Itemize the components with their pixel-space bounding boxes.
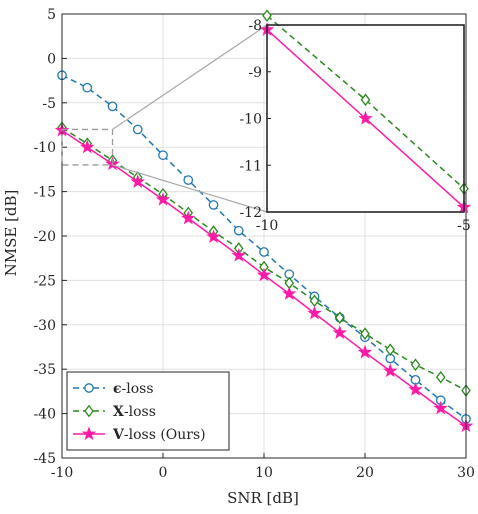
point-circle-3 <box>132 124 143 135</box>
inset-point-diamond-1 <box>360 93 371 107</box>
zoom-region <box>61 128 114 166</box>
x-tick-label: 10 <box>255 465 273 481</box>
y-tick-label: -25 <box>33 273 56 289</box>
inset-y-tick-label: -10 <box>239 112 262 128</box>
point-star-10 <box>307 305 322 320</box>
inset-point-star-1 <box>358 110 373 125</box>
point-circle-7 <box>233 225 244 236</box>
point-star-13 <box>383 363 398 378</box>
inset-y-tick-label: -9 <box>248 65 262 81</box>
point-diamond-11 <box>334 311 345 325</box>
y-tick-label: 0 <box>47 51 56 67</box>
inset-plot: -8-9-10-11-12-10 -5 <box>239 9 472 234</box>
legend-symbol-circle: ϵ <box>113 381 122 397</box>
point-star-8 <box>256 267 272 282</box>
point-circle-4 <box>158 150 168 161</box>
point-diamond-12 <box>360 327 370 341</box>
inset-y-tick-label: -11 <box>239 158 262 174</box>
legend-suffix-diamond: -loss <box>124 404 156 420</box>
point-star-9 <box>282 286 297 300</box>
x-tick-label: 20 <box>356 465 374 481</box>
inset-series-line-diamond <box>266 15 465 190</box>
x-tick-label: 30 <box>457 465 475 481</box>
y-tick-label: -35 <box>33 362 56 378</box>
y-tick-label: -30 <box>33 318 56 334</box>
point-star-11 <box>332 325 347 339</box>
zoom-connector-top <box>112 24 268 130</box>
x-axis-label: SNR [dB] <box>227 489 299 507</box>
inset-point-diamond-0 <box>262 9 272 22</box>
point-diamond-14 <box>410 358 421 372</box>
point-diamond-15 <box>435 370 446 384</box>
legend-symbol-star: V <box>112 427 125 443</box>
point-star-5 <box>181 210 196 225</box>
point-circle-1 <box>82 82 93 93</box>
x-tick-label: -10 <box>51 465 74 481</box>
point-star-7 <box>231 247 246 262</box>
zoom-indicator <box>61 24 268 213</box>
inset-y-tick-label: -12 <box>239 205 262 221</box>
legend-label-circle: ϵ-loss <box>113 381 154 397</box>
legend-marker-star <box>81 426 97 441</box>
point-star-4 <box>155 191 171 206</box>
point-star-1 <box>80 139 95 154</box>
legend-label-diamond: X-loss <box>113 404 156 420</box>
point-star-12 <box>357 344 373 359</box>
inset-y-tick-label: -8 <box>248 18 262 34</box>
y-tick-label: -40 <box>33 407 56 423</box>
legend-symbol-diamond: X <box>113 404 124 420</box>
y-tick-label: -45 <box>33 451 56 467</box>
y-axis-label: NMSE [dB] <box>2 190 20 277</box>
legend-marker-diamond <box>84 404 94 418</box>
y-tick-label: -15 <box>33 185 56 201</box>
series-line-circle <box>61 74 467 420</box>
axes: -10 0 10 20 30 5 0 -5 -10 -15 -20 -25 -30 -35 -40 -45 <box>33 7 474 481</box>
legend-suffix-circle: -loss <box>122 381 154 397</box>
point-circle-8 <box>259 247 269 257</box>
legend-suffix-star: -loss (Ours) <box>124 427 206 443</box>
x-tick-label: 0 <box>159 465 168 481</box>
point-diamond-13 <box>385 343 396 356</box>
inset-x-tick-label: -10 <box>256 218 279 234</box>
point-circle-2 <box>107 101 118 112</box>
y-tick-label: -5 <box>42 96 56 112</box>
point-star-14 <box>408 382 423 396</box>
point-star-6 <box>206 229 221 244</box>
y-tick-label: -20 <box>33 229 56 245</box>
inset-x-tick-label: -5 <box>457 218 471 234</box>
y-tick-label: -10 <box>33 140 56 156</box>
zoom-connector-bottom <box>112 164 268 213</box>
y-tick-label: 5 <box>47 7 56 23</box>
legend-marker-circle <box>84 383 94 393</box>
point-circle-6 <box>208 200 219 210</box>
point-circle-5 <box>183 175 194 185</box>
legend-label-star: V-loss (Ours) <box>112 427 206 443</box>
point-star-3 <box>130 174 145 188</box>
point-star-15 <box>433 400 448 415</box>
